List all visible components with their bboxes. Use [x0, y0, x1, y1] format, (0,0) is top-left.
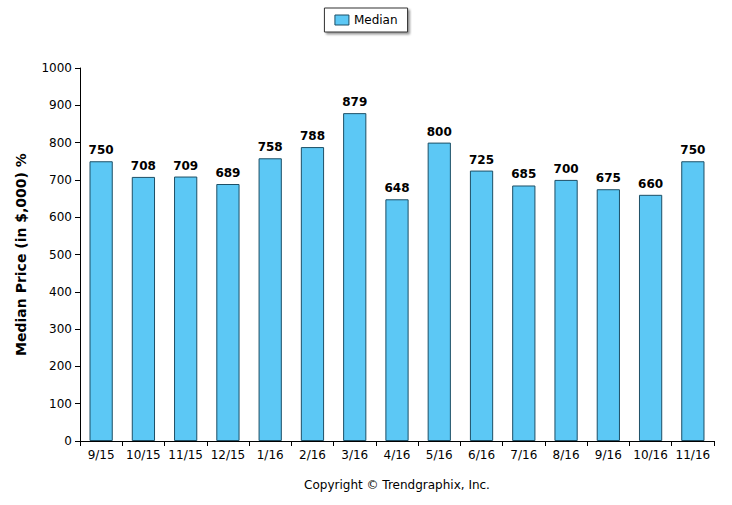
svg-text:Copyright © Trendgraphix, Inc.: Copyright © Trendgraphix, Inc. — [304, 478, 490, 492]
svg-text:5/16: 5/16 — [426, 448, 453, 462]
svg-text:800: 800 — [427, 125, 452, 139]
svg-text:709: 709 — [173, 159, 198, 173]
svg-text:10/15: 10/15 — [126, 448, 161, 462]
svg-text:10/16: 10/16 — [633, 448, 668, 462]
svg-text:6/16: 6/16 — [468, 448, 495, 462]
svg-text:8/16: 8/16 — [553, 448, 580, 462]
svg-text:1000: 1000 — [41, 61, 72, 75]
svg-text:708: 708 — [131, 159, 156, 173]
svg-text:12/15: 12/15 — [211, 448, 246, 462]
svg-text:600: 600 — [49, 210, 72, 224]
svg-text:758: 758 — [258, 140, 283, 154]
svg-text:3/16: 3/16 — [341, 448, 368, 462]
svg-text:900: 900 — [49, 98, 72, 112]
svg-text:879: 879 — [342, 95, 367, 109]
svg-text:400: 400 — [49, 285, 72, 299]
svg-text:500: 500 — [49, 248, 72, 262]
svg-text:1/16: 1/16 — [257, 448, 284, 462]
svg-text:648: 648 — [384, 181, 409, 195]
svg-text:2/16: 2/16 — [299, 448, 326, 462]
svg-text:725: 725 — [469, 153, 494, 167]
svg-text:700: 700 — [554, 162, 579, 176]
svg-text:675: 675 — [596, 171, 621, 185]
svg-text:200: 200 — [49, 359, 72, 373]
svg-text:0: 0 — [64, 434, 72, 448]
svg-text:685: 685 — [511, 167, 536, 181]
svg-text:100: 100 — [49, 397, 72, 411]
svg-text:300: 300 — [49, 322, 72, 336]
svg-text:11/15: 11/15 — [168, 448, 203, 462]
svg-text:689: 689 — [215, 166, 240, 180]
svg-text:9/16: 9/16 — [595, 448, 622, 462]
svg-text:11/16: 11/16 — [676, 448, 711, 462]
svg-text:788: 788 — [300, 129, 325, 143]
svg-text:750: 750 — [680, 143, 705, 157]
svg-text:9/15: 9/15 — [88, 448, 115, 462]
svg-text:800: 800 — [49, 136, 72, 150]
svg-text:7/16: 7/16 — [510, 448, 537, 462]
svg-text:660: 660 — [638, 177, 663, 191]
svg-text:700: 700 — [49, 173, 72, 187]
svg-text:Median Price (in $,000) %: Median Price (in $,000) % — [13, 153, 29, 356]
svg-text:Median: Median — [354, 13, 398, 27]
svg-text:4/16: 4/16 — [384, 448, 411, 462]
svg-text:750: 750 — [89, 143, 114, 157]
